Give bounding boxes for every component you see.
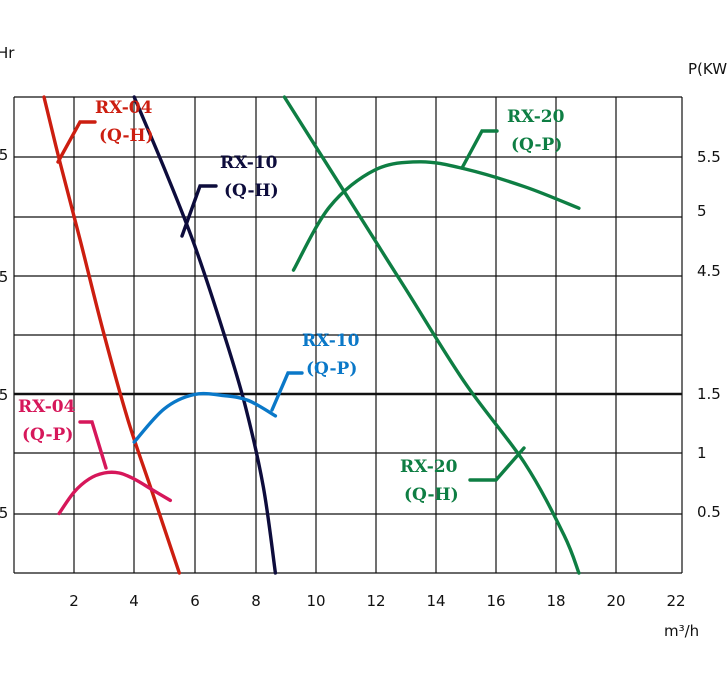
series-label: (Q-H) bbox=[224, 181, 279, 201]
left-tick-label: .5 bbox=[0, 504, 8, 522]
series-line bbox=[132, 391, 278, 444]
right-tick-label: 5.5 bbox=[697, 148, 721, 166]
x-tick-label: 2 bbox=[69, 592, 79, 610]
x-tick-label: 20 bbox=[606, 592, 625, 610]
chart-labels: RX-04 (Q-H) RX-10 (Q-H) RX-20 (Q-H) RX-04 (Q-P)… bbox=[18, 98, 565, 505]
series-leader-line bbox=[460, 129, 499, 170]
right-tick-label: 4.5 bbox=[697, 262, 721, 280]
x-tick-label: 8 bbox=[251, 592, 261, 610]
x-tick-label: 4 bbox=[129, 592, 139, 610]
chart-axes: 2 4 6 8 10 12 14 16 18 20 22 .5 .5 .5 .5 5.5 5 4.5 1.5 1 0.5 bbox=[0, 146, 721, 610]
series-label: (Q-P) bbox=[511, 135, 562, 155]
right-tick-label: 1 bbox=[697, 444, 707, 462]
x-axis-label: m³/h bbox=[664, 622, 699, 640]
series-label: RX-20 bbox=[507, 107, 565, 127]
x-tick-label: 6 bbox=[190, 592, 200, 610]
x-tick-label: 22 bbox=[666, 592, 685, 610]
x-tick-label: 12 bbox=[366, 592, 385, 610]
series-label: RX-10 bbox=[302, 331, 360, 351]
right-tick-label: 5 bbox=[697, 202, 707, 220]
series-leader-line bbox=[468, 446, 526, 482]
series-leader-line bbox=[270, 371, 304, 412]
series-line bbox=[57, 470, 172, 516]
series-label: RX-04 bbox=[95, 98, 153, 118]
right-axis-label: P(KW) bbox=[688, 60, 727, 78]
right-tick-label: 1.5 bbox=[697, 385, 721, 403]
series-line bbox=[132, 95, 278, 575]
series-label: (Q-H) bbox=[404, 485, 459, 505]
series-leader-line bbox=[180, 184, 218, 238]
series-label: RX-10 bbox=[220, 153, 278, 173]
series-leader-line bbox=[56, 120, 97, 164]
right-tick-label: 0.5 bbox=[697, 503, 721, 521]
series-leader-line bbox=[78, 420, 108, 470]
series-label: RX-20 bbox=[400, 457, 458, 477]
x-tick-label: 14 bbox=[426, 592, 445, 610]
x-tick-label: 18 bbox=[546, 592, 565, 610]
left-tick-label: .5 bbox=[0, 146, 8, 164]
series-line bbox=[42, 95, 181, 575]
left-tick-label: .5 bbox=[0, 268, 8, 286]
chart-grid bbox=[13, 96, 683, 574]
series-label: (Q-P) bbox=[22, 425, 73, 445]
x-tick-label: 16 bbox=[486, 592, 505, 610]
series-label: RX-04 bbox=[18, 397, 76, 417]
series-label: (Q-P) bbox=[306, 359, 357, 379]
series-line bbox=[291, 160, 581, 272]
series-label: (Q-H) bbox=[99, 126, 154, 146]
left-axis-label: Hr bbox=[0, 44, 15, 62]
chart-curves bbox=[42, 95, 581, 575]
x-tick-label: 10 bbox=[306, 592, 325, 610]
left-tick-label: .5 bbox=[0, 386, 8, 404]
